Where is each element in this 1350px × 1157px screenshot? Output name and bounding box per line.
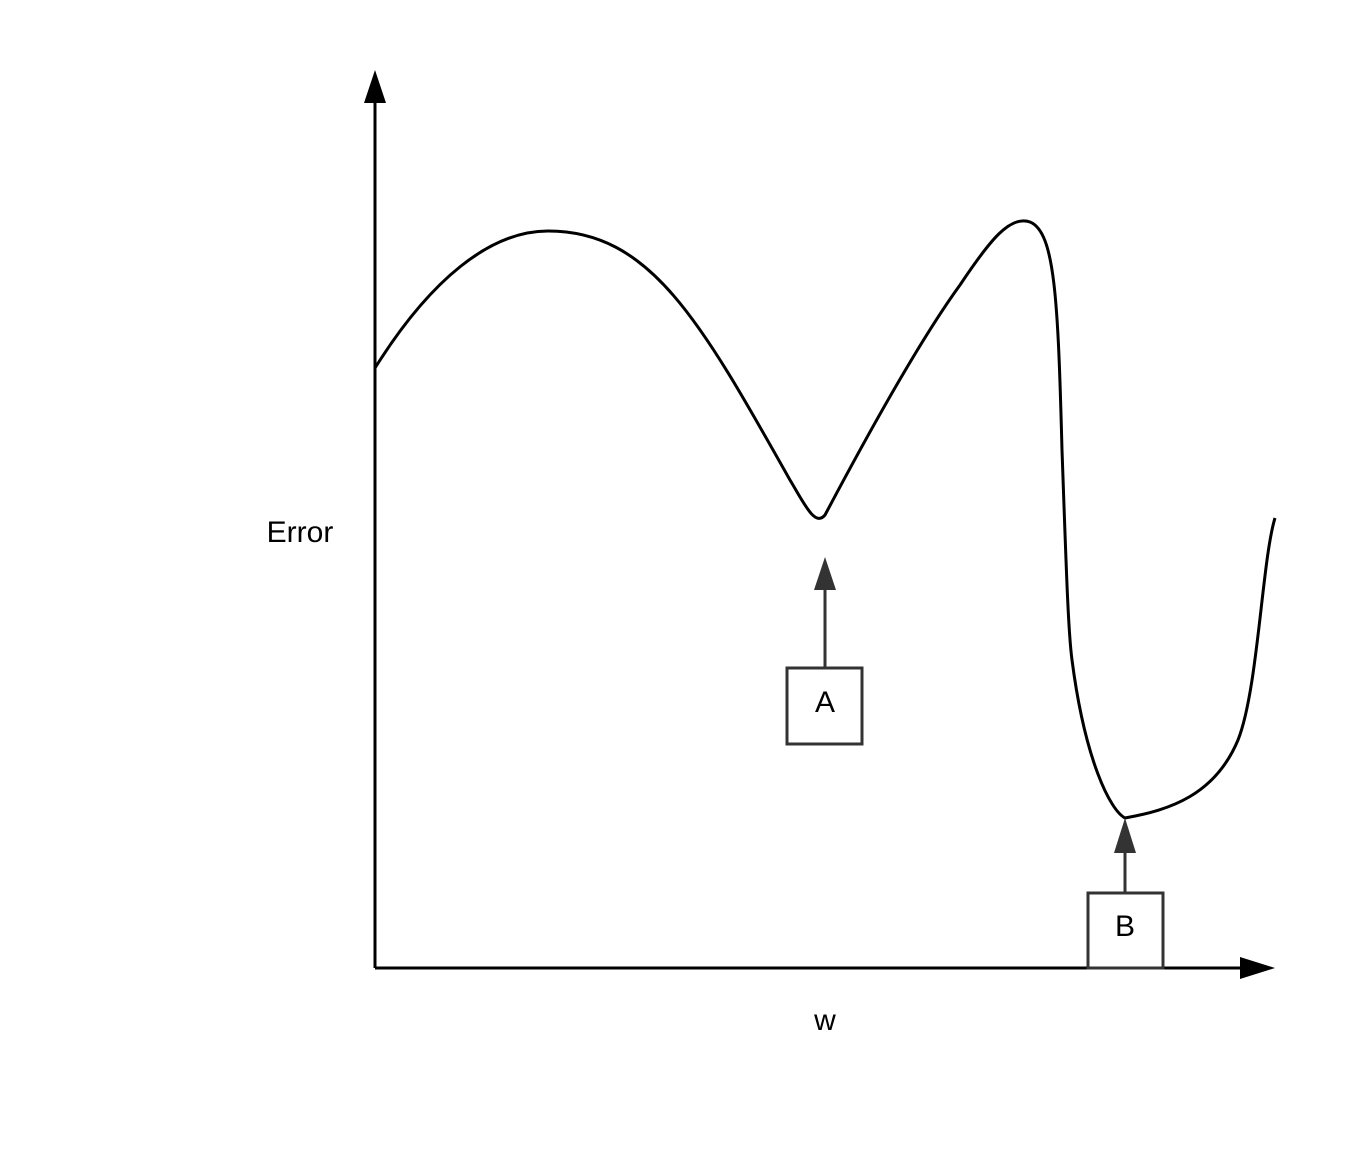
- box-a: [785, 666, 864, 746]
- y-axis-arrowhead: [364, 70, 386, 103]
- label-a: A: [815, 686, 835, 719]
- box-b: [1086, 891, 1165, 970]
- x-axis-label: w: [813, 1004, 836, 1037]
- x-axis-arrowhead: [1240, 957, 1275, 979]
- arrowhead-b: [1114, 818, 1136, 853]
- error-curve: [373, 219, 1277, 820]
- arrowhead-a: [814, 557, 836, 590]
- y-axis-label: Error: [267, 516, 334, 549]
- label-b: B: [1115, 910, 1135, 943]
